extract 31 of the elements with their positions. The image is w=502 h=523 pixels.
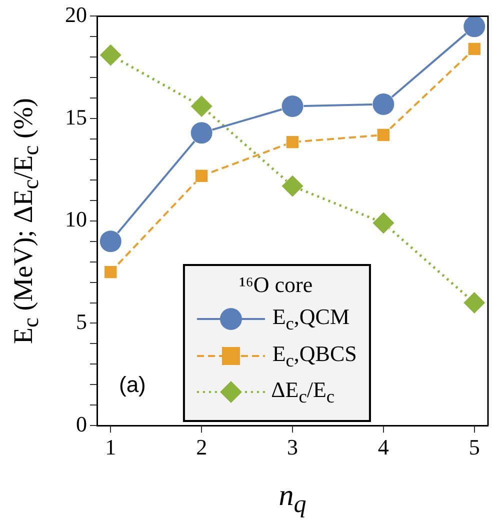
point [190, 122, 213, 144]
y-tick-label: 10 [65, 206, 87, 232]
y-tick-label: 15 [65, 104, 87, 130]
x-tick-label: 1 [105, 434, 116, 460]
y-tick-label: 0 [76, 411, 87, 436]
y-tick-label: 5 [76, 309, 87, 334]
x-tick-label: 2 [196, 434, 208, 460]
point [99, 230, 122, 253]
point [281, 95, 304, 118]
annotation: (a) [119, 372, 146, 398]
point [281, 174, 304, 198]
point [463, 292, 486, 314]
point [463, 15, 486, 38]
point [286, 135, 300, 149]
point [468, 42, 481, 56]
legend-label: E$_{c}$,QCM [272, 304, 350, 334]
x-tick-label: 3 [287, 434, 298, 460]
point [194, 169, 208, 182]
point [190, 95, 213, 118]
point [104, 265, 118, 279]
legend-label: ΔE$_{c}$/E$_{c}$ [271, 377, 335, 407]
point [99, 44, 122, 66]
y-tick-label: 20 [65, 2, 87, 27]
x-axis-title: n$_{q}$ [278, 479, 306, 519]
legend-title: ¹⁶O core [238, 272, 314, 298]
point [372, 212, 395, 234]
legend-label: E$_{c}$,QBCS [272, 340, 357, 370]
point [376, 128, 390, 142]
x-tick-label: 5 [468, 434, 480, 460]
x-tick-label: 4 [378, 434, 389, 460]
point [372, 92, 395, 116]
